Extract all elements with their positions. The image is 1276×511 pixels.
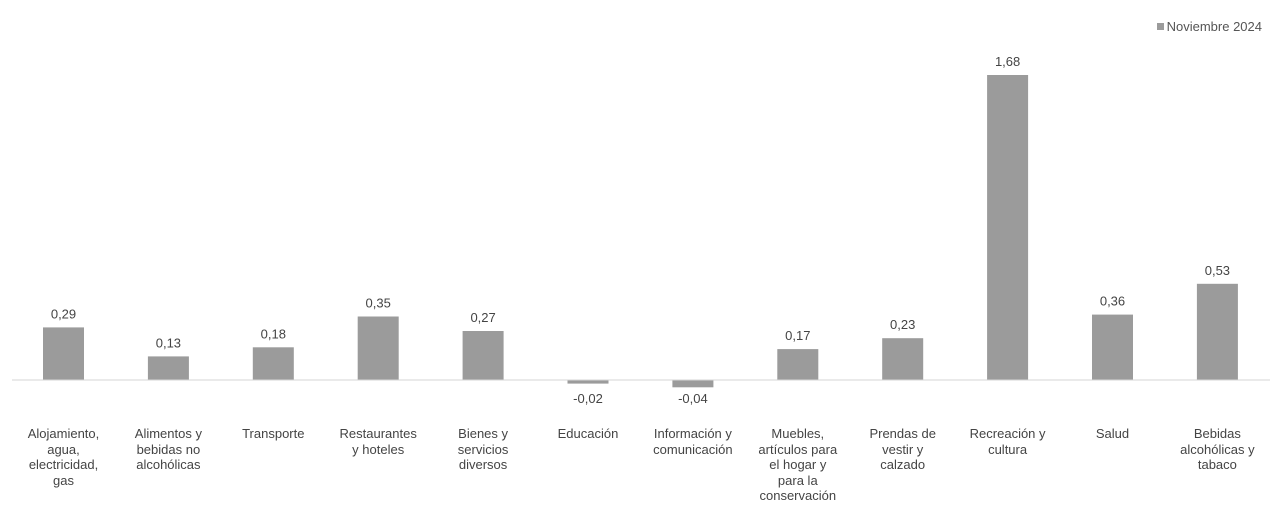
bar-8 <box>777 349 819 380</box>
category-label-line: alcohólicas y <box>1180 441 1255 457</box>
bar-5 <box>462 331 504 380</box>
data-label-10: 1,68 <box>995 54 1020 69</box>
data-labels-group: 0,29 0,13 0,18 0,35 0,27 -0,02 -0,04 0,17 0,23 1,… <box>51 54 1230 406</box>
category-label-line: Información y <box>653 426 732 441</box>
data-label-3: 0,18 <box>261 326 286 341</box>
data-label-7: -0,04 <box>678 391 708 406</box>
bar-6 <box>567 380 609 384</box>
bar-4 <box>357 316 399 380</box>
bars-group <box>43 75 1238 388</box>
category-label-line: Restaurantes <box>339 426 417 441</box>
category-label-9: Prendas de vestir y calzado <box>849 426 957 473</box>
data-label-1: 0,29 <box>51 306 76 321</box>
category-label-11: Salud <box>1059 426 1167 442</box>
category-label-12: Bebidas alcohólicas y tabaco <box>1163 426 1271 473</box>
category-label-line: Transporte <box>242 426 305 441</box>
category-label-line: artículos para <box>758 441 838 457</box>
category-label-line: Salud <box>1095 426 1130 441</box>
bar-11 <box>1092 314 1133 380</box>
category-label-7: Información y comunicación <box>639 426 747 457</box>
bar-10 <box>987 75 1029 380</box>
bar-9 <box>882 338 924 380</box>
category-label-line: el hogar y <box>769 457 827 472</box>
category-label-line: Alojamiento, <box>27 426 100 441</box>
category-label-line: alcohólicas <box>136 457 201 472</box>
bar-1 <box>43 327 84 380</box>
bar-12 <box>1196 283 1238 380</box>
category-label-2: Alimentos y bebidas no alcohólicas <box>114 426 222 473</box>
category-label-line: conservación <box>759 488 837 503</box>
data-label-12: 0,53 <box>1205 263 1230 278</box>
category-label-6: Educación <box>534 426 642 442</box>
category-label-line: para la <box>777 472 818 488</box>
category-label-line: comunicación <box>653 441 733 457</box>
category-label-line: Prendas de <box>869 426 936 441</box>
category-label-5: Bienes y servicios diversos <box>429 426 537 473</box>
legend: Noviembre 2024 <box>1156 19 1262 34</box>
category-label-line: Muebles, <box>771 426 825 441</box>
data-label-11: 0,36 <box>1100 294 1125 309</box>
category-label-line: diversos <box>458 457 508 472</box>
category-label-line: tabaco <box>1197 457 1237 472</box>
data-label-9: 0,23 <box>890 317 915 332</box>
category-label-line: y hoteles <box>352 441 405 457</box>
legend-label: Noviembre 2024 <box>1166 19 1262 34</box>
category-label-10: Recreación y cultura <box>954 426 1062 457</box>
category-label-line: Educación <box>557 426 619 441</box>
category-label-line: bebidas no <box>136 441 201 457</box>
category-label-line: Bienes y <box>458 426 509 441</box>
category-label-line: electricidad, <box>28 457 99 472</box>
category-label-line: calzado <box>880 457 926 472</box>
category-label-line: Alimentos y <box>134 426 202 441</box>
data-label-4: 0,35 <box>366 296 391 311</box>
data-label-8: 0,17 <box>785 328 810 343</box>
category-label-3: Transporte <box>219 426 327 442</box>
category-label-line: agua, <box>47 441 80 457</box>
category-label-line: Recreación y <box>969 426 1046 441</box>
data-label-2: 0,13 <box>156 335 181 350</box>
category-label-line: gas <box>53 472 74 488</box>
data-label-6: -0,02 <box>573 391 603 406</box>
category-label-1: Alojamiento, agua, electricidad, gas <box>10 426 118 488</box>
bar-3 <box>252 347 294 380</box>
bar-2 <box>147 356 189 380</box>
category-label-8: Muebles, artículos para el hogar y para la c… <box>744 426 852 504</box>
category-label-line: vestir y <box>882 441 924 457</box>
legend-swatch <box>1156 23 1164 30</box>
category-label-4: Restaurantes y hoteles <box>324 426 432 457</box>
category-label-line: servicios <box>457 441 509 457</box>
category-label-line: Bebidas <box>1193 426 1241 441</box>
data-label-5: 0,27 <box>470 310 495 325</box>
bar-7 <box>672 380 714 388</box>
category-label-line: cultura <box>988 441 1028 457</box>
